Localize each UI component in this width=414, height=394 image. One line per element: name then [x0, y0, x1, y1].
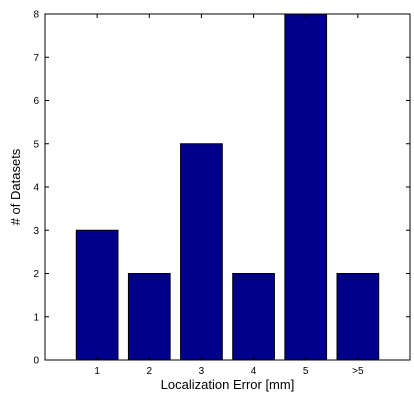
- bar-6: [336, 273, 380, 361]
- x-tick-label-1: 1: [94, 366, 100, 377]
- bar-3: [180, 143, 223, 361]
- bar-2: [127, 273, 171, 361]
- x-tick-label-5: 5: [303, 366, 309, 377]
- y-tick-labels: 0 1 2 3 4 5 6 7 8: [33, 10, 39, 367]
- y-tick-label-0: 0: [33, 356, 39, 367]
- y-tick-label-2: 2: [33, 269, 39, 280]
- y-tick-label-6: 6: [33, 96, 39, 107]
- y-tick-label-7: 7: [33, 53, 39, 64]
- y-axis-label: # of Datasets: [8, 148, 23, 225]
- axes-box: [44, 13, 411, 361]
- y-tick-label-1: 1: [33, 312, 39, 323]
- bar-1: [75, 229, 119, 361]
- bars-group: [75, 13, 380, 361]
- y-tick-label-4: 4: [33, 183, 39, 194]
- y-tick-label-8: 8: [33, 10, 39, 21]
- y-tick-label-3: 3: [33, 226, 39, 237]
- y-tick-label-5: 5: [33, 139, 39, 150]
- x-tick-label-2: 2: [147, 366, 153, 377]
- x-tick-label-3: 3: [199, 366, 205, 377]
- x-axis-label: Localization Error [mm]: [161, 377, 295, 392]
- bar-4: [232, 273, 275, 361]
- x-tick-labels: 1 2 3 4 5 >5: [94, 366, 364, 377]
- x-tick-label-4: 4: [251, 366, 257, 377]
- bar-5: [284, 13, 328, 361]
- x-tick-label-6: >5: [352, 366, 364, 377]
